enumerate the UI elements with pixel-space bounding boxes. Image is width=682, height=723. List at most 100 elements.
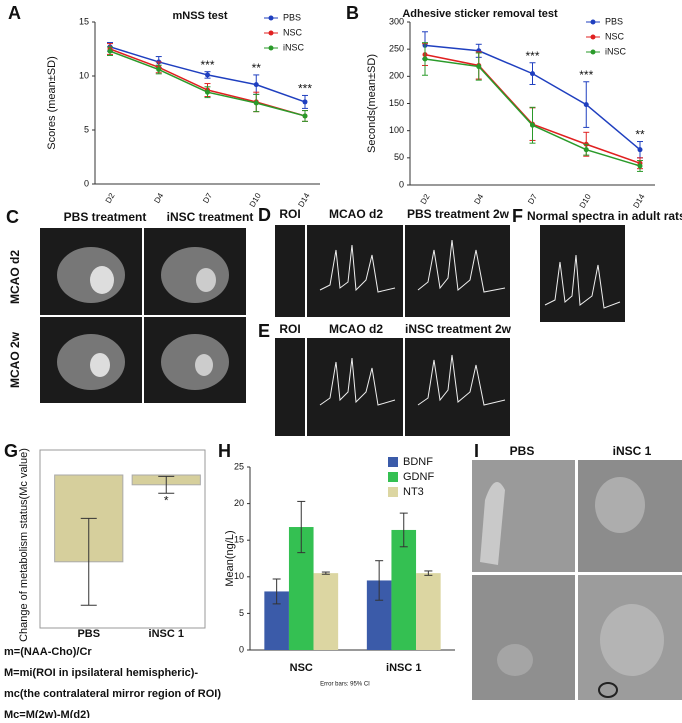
y-tick-label: 0 [239,644,244,654]
marker [302,99,308,105]
y-tick-label: 300 [389,16,404,26]
panel-label: D [258,205,271,225]
y-tick-label: 5 [84,124,89,134]
y-tick-label: 50 [394,152,404,162]
chart-title: mNSS test [172,10,227,22]
marker [476,64,482,70]
panel-label: E [258,321,270,341]
x-tick-label: D10 [578,192,593,210]
significance: *** [200,58,214,72]
y-tick-label: 0 [84,178,89,188]
tem-images [472,460,682,700]
legend-label: PBS [605,16,623,26]
significance: ** [635,128,645,142]
footnote: Error bars: 95% CI [320,682,370,688]
footnote: M=mi(ROI in ipsilateral hemispheric)- [4,667,198,679]
column-header: ROI [279,207,300,221]
column-header: PBS [510,444,535,458]
column-header: iNSC treatment [167,210,254,224]
y-tick-label: 10 [79,70,89,80]
panel-label: A [8,3,21,23]
x-tick-label: D4 [152,191,165,205]
marker [253,100,259,106]
spectra-images [275,225,625,436]
x-tick-label: D7 [201,191,214,205]
marker [156,67,162,73]
x-tick-label: iNSC 1 [149,628,184,640]
marker [107,48,113,54]
y-tick-label: 25 [234,461,244,471]
x-tick-label: D14 [631,192,646,210]
panel-label: C [6,207,19,227]
legend-label: NSC [283,27,303,37]
panel-label: G [4,441,18,461]
marker [253,82,259,88]
marker [205,89,210,95]
marker [205,72,210,78]
footnote: mc(the contralateral mirror region of RO… [4,688,221,700]
legend-label: iNSC [283,42,305,52]
y-tick-label: 0 [399,179,404,189]
y-axis-label: Seconds(mean±SD) [366,54,378,153]
footnote: Mc=M(2w)-M(d2) [4,709,90,718]
significance: *** [579,68,593,82]
x-tick-label: D2 [419,192,432,206]
bar [313,573,339,650]
footnote: m=(NAA-Cho)/Cr [4,646,92,658]
panel-label: B [346,3,359,23]
panel-title: Normal spectra in adult rats [527,209,682,223]
legend-swatch [388,472,398,482]
column-header: PBS treatment 2w [407,207,510,221]
row-header: MCAO d2 [8,250,22,304]
significance: ** [252,61,262,75]
x-tick-label: D4 [472,192,485,206]
x-tick-label: iNSC 1 [386,662,421,674]
marker [530,122,535,128]
legend-swatch [388,457,398,467]
marker [583,102,589,108]
column-header: MCAO d2 [329,207,383,221]
bar [416,573,441,650]
legend-label: PBS [283,12,301,22]
legend-label: NT3 [403,486,424,498]
legend-label: GDNF [403,471,434,483]
marker [422,56,428,62]
column-header: PBS treatment [64,210,147,224]
legend-marker [268,15,274,21]
marker [583,147,589,153]
x-tick-label: PBS [77,628,100,640]
marker [637,147,643,153]
legend-marker [590,34,596,40]
y-axis-label: Change of metabolism status(Mc value) [18,448,30,642]
y-tick-label: 200 [389,71,404,81]
y-tick-label: 10 [234,571,244,581]
significance: *** [298,82,312,96]
marker [637,163,643,169]
y-tick-label: 15 [79,16,89,26]
bar [391,529,417,650]
legend-label: BDNF [403,456,433,468]
panel-label: H [218,441,231,461]
y-tick-label: 15 [234,535,244,545]
y-tick-label: 20 [234,498,244,508]
plot-frame [39,449,206,629]
column-header: iNSC treatment 2w [405,322,512,336]
chart-title: Adhesive sticker removal test [402,8,558,20]
panel-label: I [474,441,479,461]
legend-swatch [388,487,398,497]
legend-label: iNSC [605,46,627,56]
x-tick-label: D14 [296,191,311,209]
y-axis-label: Scores (mean±SD) [46,56,58,149]
y-tick-label: 150 [389,98,404,108]
y-tick-label: 100 [389,125,404,135]
row-header: MCAO 2w [8,331,22,388]
legend-label: NSC [605,31,625,41]
significance: * [164,493,169,507]
y-axis-label: Mean(ng/L) [224,530,236,586]
mri-images [40,228,246,403]
marker [302,113,308,119]
y-tick-label: 250 [389,44,404,54]
legend-marker [590,19,596,25]
legend-marker [590,49,596,55]
